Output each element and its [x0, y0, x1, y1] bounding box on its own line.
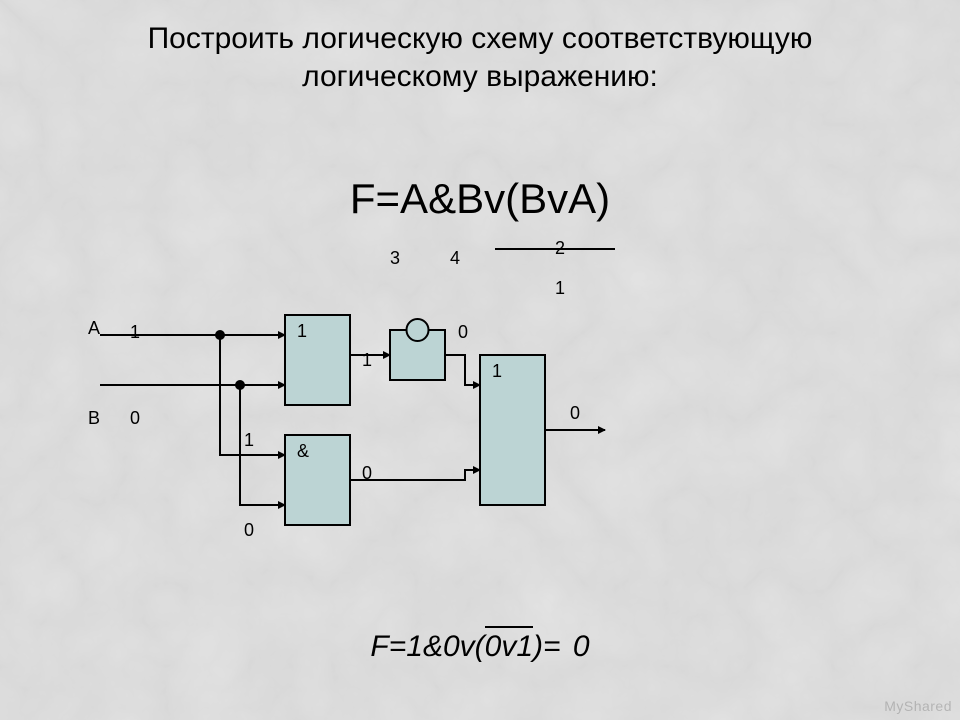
diagram-label: 0 [130, 408, 140, 429]
diagram-label: 0 [570, 403, 580, 424]
svg-text:1: 1 [492, 361, 502, 381]
diagram-label: 0 [244, 520, 254, 541]
diagram-label: 1 [362, 350, 372, 371]
svg-text:1: 1 [297, 321, 307, 341]
formula-superscript: 1 [555, 278, 565, 299]
gate-or2: 1 [480, 355, 545, 505]
page-title: Построить логическую схему соответствующ… [0, 20, 960, 95]
bottom-formula-overlined: 0v1 [485, 630, 533, 663]
bottom-formula-area: F=1&0v(0v1)= 0 [0, 630, 960, 664]
title-line2: логическому выражению: [302, 60, 658, 93]
bottom-formula: F=1&0v(0v1)= 0 [370, 630, 589, 664]
svg-text:&: & [297, 441, 309, 461]
title-line1: Построить логическую схему соответствующ… [148, 22, 813, 55]
formula-area: F=A&Bv(BvA) 3421 [0, 120, 960, 240]
logic-diagram: 1 & 1 A B 1 0 1 0 1 0 0 0 [70, 300, 670, 580]
bottom-formula-result: 0 [573, 630, 590, 663]
main-formula: F=A&Bv(BvA) [0, 175, 960, 223]
formula-superscript: 4 [450, 248, 460, 269]
gate-not1 [390, 319, 445, 380]
diagram-label: A [88, 318, 100, 339]
diagram-label: 1 [244, 430, 254, 451]
diagram-label: 0 [458, 322, 468, 343]
bottom-formula-overline [485, 626, 533, 628]
junction-node [235, 380, 245, 390]
diagram-label: B [88, 408, 100, 429]
junction-node [215, 330, 225, 340]
diagram-label: 1 [130, 322, 140, 343]
bottom-formula-left: F=1&0v( [370, 630, 484, 663]
bottom-formula-right: )= [533, 630, 561, 663]
gate-or1: 1 [285, 315, 350, 405]
wire [445, 355, 480, 385]
formula-superscript: 3 [390, 248, 400, 269]
gate-and1: & [285, 435, 350, 525]
watermark: MyShared [884, 698, 952, 714]
diagram-label: 0 [362, 463, 372, 484]
formula-overline [495, 248, 615, 250]
